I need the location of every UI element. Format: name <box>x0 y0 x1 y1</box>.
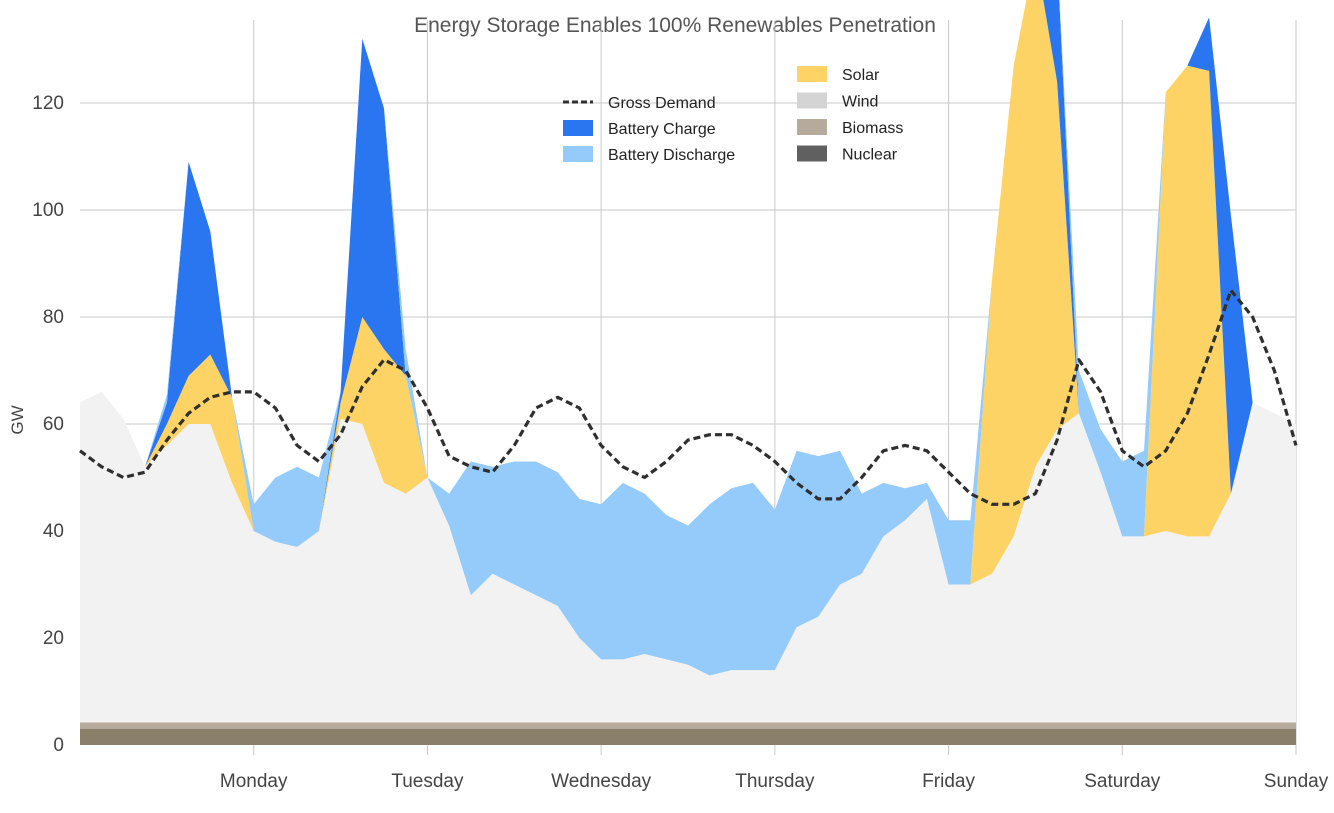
y-tick-label-100: 100 <box>32 200 64 221</box>
series-area-nuclear <box>80 729 1296 745</box>
y-tick-label-80: 80 <box>43 307 64 328</box>
x-tick-label-saturday: Saturday <box>1084 771 1161 792</box>
y-axis-label: GW <box>8 405 27 434</box>
y-tick-label-120: 120 <box>32 93 64 114</box>
legend-swatch-wind <box>797 92 827 109</box>
y-tick-label-40: 40 <box>43 521 64 542</box>
legend: Gross Demand Battery Charge Battery Discha… <box>563 66 903 164</box>
area-layer <box>80 0 1296 745</box>
legend-label-battery-charge: Battery Charge <box>608 121 716 138</box>
series-area-wind <box>80 391 1296 723</box>
chart-title: Energy Storage Enables 100% Renewables P… <box>414 14 936 37</box>
line-layer <box>79 288 1298 506</box>
legend-item-biomass: Biomass <box>797 119 903 137</box>
series-area-solar <box>80 0 1296 676</box>
x-tick-label-wednesday: Wednesday <box>551 771 651 792</box>
legend-swatch-solar <box>797 66 827 82</box>
x-tick-label-friday: Friday <box>922 771 975 792</box>
series-area-battery-charge <box>80 0 1296 676</box>
legend-item-battery-charge: Battery Charge <box>563 120 716 138</box>
legend-label-battery-discharge: Battery Discharge <box>608 147 735 164</box>
x-tick-label-sunday: Sunday <box>1264 771 1329 792</box>
legend-item-battery-discharge: Battery Discharge <box>563 146 735 164</box>
axis-layer: 0 20 40 60 80 100 120 Monday Tuesday Wednesday Thu… <box>32 93 1328 792</box>
legend-item-gross-demand: Gross Demand <box>563 95 716 112</box>
legend-swatch-battery-discharge <box>563 146 593 162</box>
legend-item-wind: Wind <box>797 92 878 111</box>
y-tick-label-20: 20 <box>43 628 64 649</box>
y-tick-label-60: 60 <box>43 414 64 435</box>
x-tick-label-monday: Monday <box>220 771 288 792</box>
series-line-gross-demand <box>79 288 1298 506</box>
legend-swatch-battery-charge <box>563 120 593 136</box>
legend-swatch-nuclear <box>797 145 827 162</box>
x-tick-label-tuesday: Tuesday <box>391 771 464 792</box>
series-area-battery-discharge <box>80 0 1296 676</box>
legend-item-solar: Solar <box>797 66 880 84</box>
legend-label-solar: Solar <box>842 67 880 84</box>
legend-label-wind: Wind <box>842 94 878 111</box>
legend-label-nuclear: Nuclear <box>842 147 898 164</box>
x-tick-label-thursday: Thursday <box>735 771 815 792</box>
series-area-biomass <box>80 722 1296 729</box>
legend-swatch-biomass <box>797 119 827 135</box>
legend-label-gross-demand: Gross Demand <box>608 95 716 112</box>
legend-label-biomass: Biomass <box>842 120 903 137</box>
legend-item-nuclear: Nuclear <box>797 145 898 164</box>
y-tick-label-0: 0 <box>53 735 64 756</box>
